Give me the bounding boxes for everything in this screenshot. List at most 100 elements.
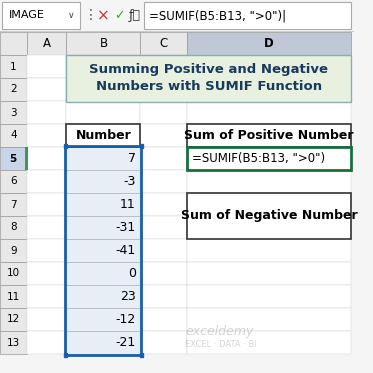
Text: 5: 5 bbox=[10, 154, 17, 163]
Bar bbox=[66, 147, 141, 170]
Text: Sum of Positive Number: Sum of Positive Number bbox=[184, 129, 354, 142]
Bar bbox=[0, 262, 26, 285]
Text: 10: 10 bbox=[7, 269, 20, 279]
Text: ✓: ✓ bbox=[114, 9, 125, 22]
Bar bbox=[141, 101, 187, 124]
Bar bbox=[26, 32, 66, 55]
Text: A: A bbox=[43, 37, 50, 50]
Bar bbox=[141, 78, 187, 101]
Bar bbox=[187, 262, 351, 285]
Text: Number: Number bbox=[76, 129, 131, 142]
Bar bbox=[141, 285, 187, 308]
Bar bbox=[140, 144, 143, 148]
Text: 4: 4 bbox=[10, 131, 17, 141]
Bar bbox=[187, 193, 351, 216]
Text: C: C bbox=[160, 37, 168, 50]
Text: 3: 3 bbox=[10, 107, 17, 117]
Text: ⋮: ⋮ bbox=[84, 8, 97, 22]
Bar bbox=[66, 101, 141, 124]
Bar bbox=[141, 331, 187, 354]
Bar bbox=[0, 193, 26, 216]
Text: D: D bbox=[264, 37, 274, 50]
Text: -41: -41 bbox=[116, 244, 136, 257]
Bar bbox=[66, 170, 141, 193]
Bar bbox=[26, 55, 66, 78]
Bar bbox=[66, 32, 141, 55]
Text: B: B bbox=[99, 37, 107, 50]
Text: 13: 13 bbox=[7, 338, 20, 348]
Bar bbox=[141, 170, 187, 193]
Bar bbox=[187, 147, 351, 170]
Bar bbox=[141, 308, 187, 331]
Bar bbox=[25, 147, 28, 170]
Bar bbox=[26, 262, 66, 285]
Bar bbox=[0, 147, 26, 170]
Bar bbox=[66, 78, 141, 101]
Bar bbox=[66, 239, 141, 262]
Bar bbox=[187, 239, 351, 262]
Text: IMAGE: IMAGE bbox=[9, 10, 44, 21]
Bar bbox=[141, 124, 187, 147]
Text: ×: × bbox=[97, 8, 110, 23]
Bar bbox=[66, 55, 351, 102]
Bar bbox=[26, 308, 66, 331]
Bar bbox=[187, 193, 351, 239]
Bar bbox=[26, 78, 66, 101]
Text: =SUMIF(B5:B13, ">0")|: =SUMIF(B5:B13, ">0")| bbox=[149, 9, 286, 22]
Bar bbox=[66, 55, 141, 78]
Bar bbox=[0, 331, 26, 354]
Bar bbox=[187, 32, 351, 55]
Bar bbox=[187, 216, 351, 239]
Bar bbox=[141, 32, 187, 55]
Text: 7: 7 bbox=[128, 152, 136, 165]
Text: 8: 8 bbox=[10, 223, 17, 232]
Text: 0: 0 bbox=[128, 267, 136, 280]
Bar bbox=[2, 2, 80, 29]
Bar bbox=[66, 262, 141, 285]
Text: 2: 2 bbox=[10, 85, 17, 94]
Bar bbox=[141, 193, 187, 216]
Text: -12: -12 bbox=[116, 313, 136, 326]
Text: Number: Number bbox=[76, 129, 131, 142]
Bar bbox=[66, 146, 141, 355]
Bar bbox=[141, 55, 187, 78]
Bar bbox=[187, 124, 351, 147]
Bar bbox=[26, 124, 66, 147]
Text: exceldemy: exceldemy bbox=[185, 325, 254, 338]
Bar bbox=[187, 308, 351, 331]
Text: Summing Positive and Negative
Numbers with SUMIF Function: Summing Positive and Negative Numbers wi… bbox=[89, 63, 328, 94]
Bar bbox=[26, 216, 66, 239]
Text: 6: 6 bbox=[10, 176, 17, 186]
Text: =SUMIF(B5:B13, ">0"): =SUMIF(B5:B13, ">0") bbox=[192, 152, 325, 165]
Text: 12: 12 bbox=[7, 314, 20, 325]
Bar bbox=[187, 285, 351, 308]
Text: ∨: ∨ bbox=[68, 12, 75, 21]
Bar bbox=[0, 285, 26, 308]
Bar bbox=[144, 2, 351, 29]
Text: -3: -3 bbox=[123, 175, 136, 188]
Bar bbox=[0, 124, 26, 147]
Text: 11: 11 bbox=[7, 292, 20, 301]
Bar bbox=[66, 285, 141, 308]
Text: 11: 11 bbox=[120, 198, 136, 211]
Bar bbox=[141, 239, 187, 262]
Bar bbox=[0, 55, 26, 78]
Bar bbox=[0, 78, 26, 101]
Text: -31: -31 bbox=[116, 221, 136, 234]
Bar bbox=[187, 55, 351, 78]
Text: 1: 1 bbox=[10, 62, 17, 72]
Bar bbox=[26, 193, 66, 216]
Bar bbox=[26, 101, 66, 124]
Bar bbox=[141, 262, 187, 285]
Bar bbox=[66, 216, 141, 239]
Text: EXCEL · DATA · BI: EXCEL · DATA · BI bbox=[185, 340, 257, 349]
Bar bbox=[141, 147, 187, 170]
Bar bbox=[0, 239, 26, 262]
Bar bbox=[0, 170, 26, 193]
Bar bbox=[66, 124, 141, 147]
Text: 9: 9 bbox=[10, 245, 17, 256]
Text: ƒ𝑥: ƒ𝑥 bbox=[129, 9, 141, 22]
Text: -21: -21 bbox=[116, 336, 136, 349]
Bar bbox=[141, 216, 187, 239]
Bar bbox=[66, 331, 141, 354]
